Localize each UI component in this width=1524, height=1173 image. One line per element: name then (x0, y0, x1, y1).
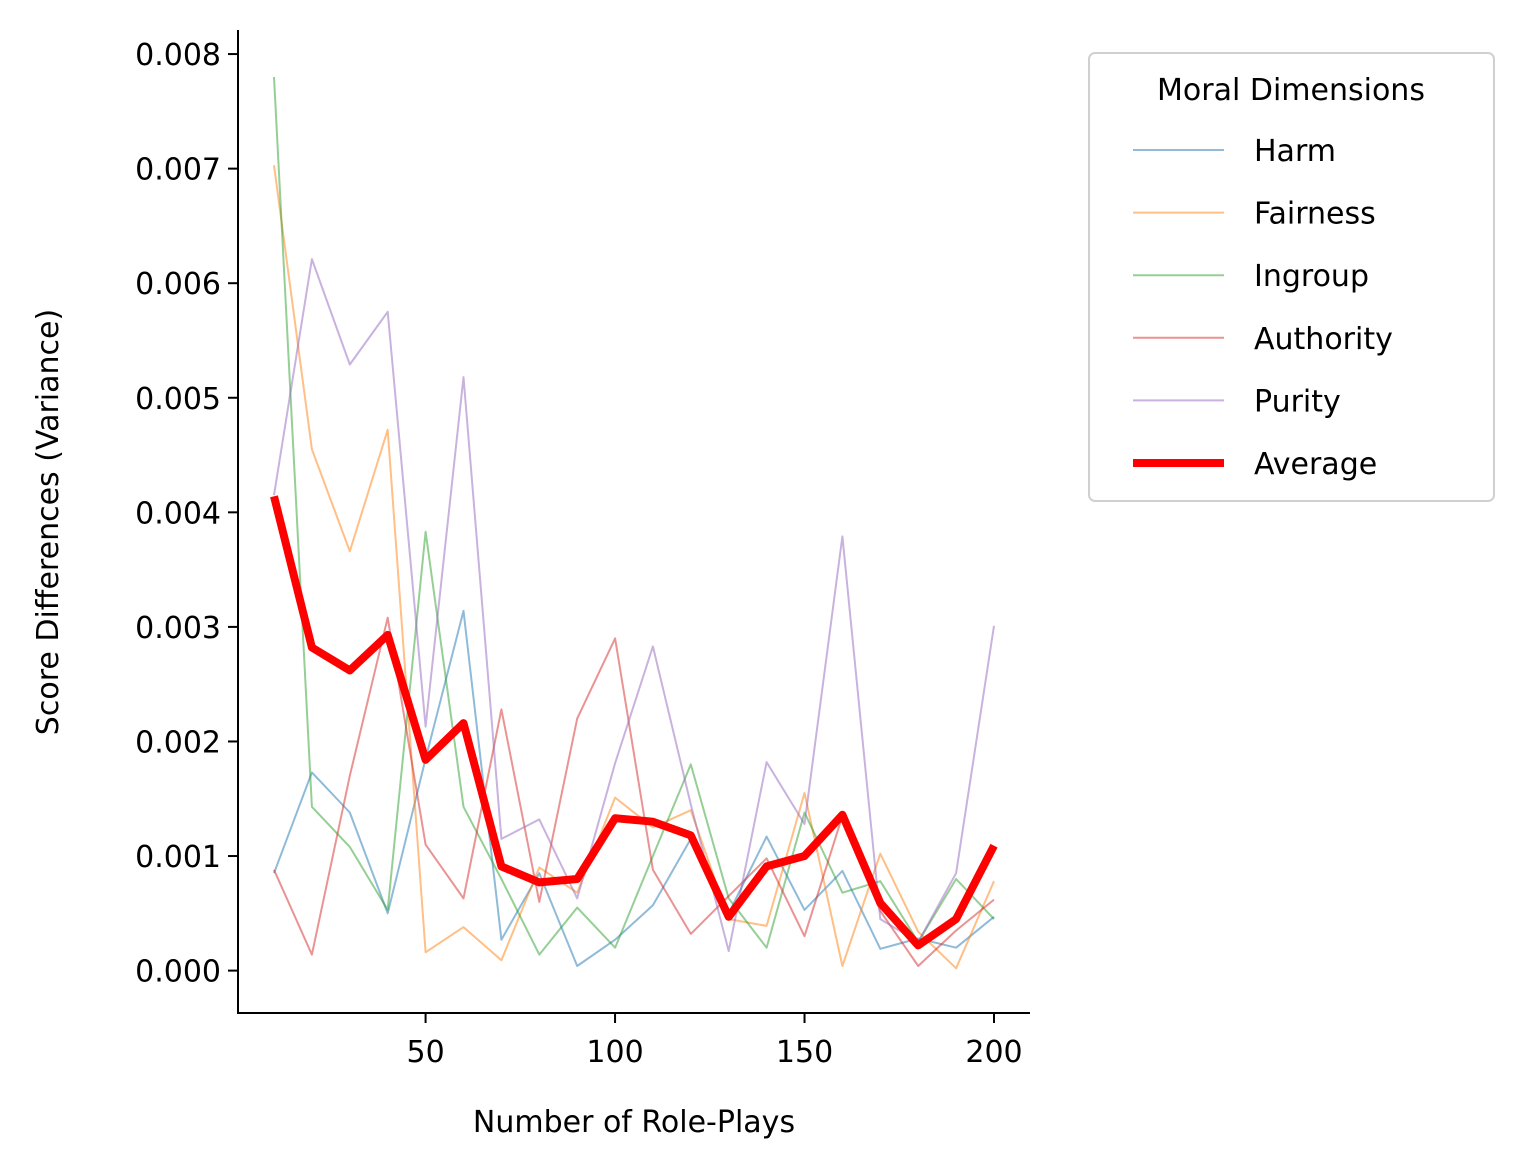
series-line-average (270, 495, 998, 950)
y-tick-label: 0.003 (135, 611, 221, 646)
y-tick-label: 0.000 (135, 955, 221, 990)
y-tick-label: 0.007 (135, 153, 221, 188)
legend-label-harm: Harm (1254, 134, 1336, 169)
series-line-fairness (273, 165, 995, 970)
x-axis-label: Number of Role-Plays (473, 1105, 795, 1140)
legend-label-fairness: Fairness (1254, 197, 1376, 232)
legend-label-authority: Authority (1254, 322, 1393, 357)
y-axis-label: Score Differences (Variance) (31, 309, 66, 735)
y-tick-label: 0.006 (135, 267, 221, 302)
axes (237, 30, 1030, 1014)
y-tick-label: 0.008 (135, 38, 221, 73)
x-tick-label: 100 (586, 1035, 643, 1070)
legend-label-purity: Purity (1254, 384, 1341, 419)
x-ticks: 50 100 150 200 (406, 1013, 1023, 1070)
x-tick-label: 50 (406, 1035, 444, 1070)
y-tick-label: 0.001 (135, 840, 221, 875)
y-tick-label: 0.004 (135, 496, 221, 531)
y-tick-label: 0.005 (135, 382, 221, 417)
legend-items: Harm Fairness Ingroup Authority Purity Averag… (1133, 134, 1393, 482)
y-ticks: 0.000 0.001 0.002 0.003 0.004 0.005 0.006 0.007… (135, 38, 238, 990)
legend-title: Moral Dimensions (1157, 73, 1425, 108)
y-tick-label: 0.002 (135, 725, 221, 760)
legend-label-average: Average (1254, 447, 1377, 482)
legend-box (1088, 52, 1495, 502)
x-tick-label: 200 (965, 1035, 1022, 1070)
series-line-purity (273, 258, 995, 953)
series-line-harm (273, 609, 995, 967)
legend-label-ingroup: Ingroup (1254, 259, 1369, 294)
plot-lines (270, 76, 998, 970)
legend: Moral Dimensions Harm Fairness Ingroup Auth… (1088, 52, 1495, 502)
x-tick-label: 150 (776, 1035, 833, 1070)
